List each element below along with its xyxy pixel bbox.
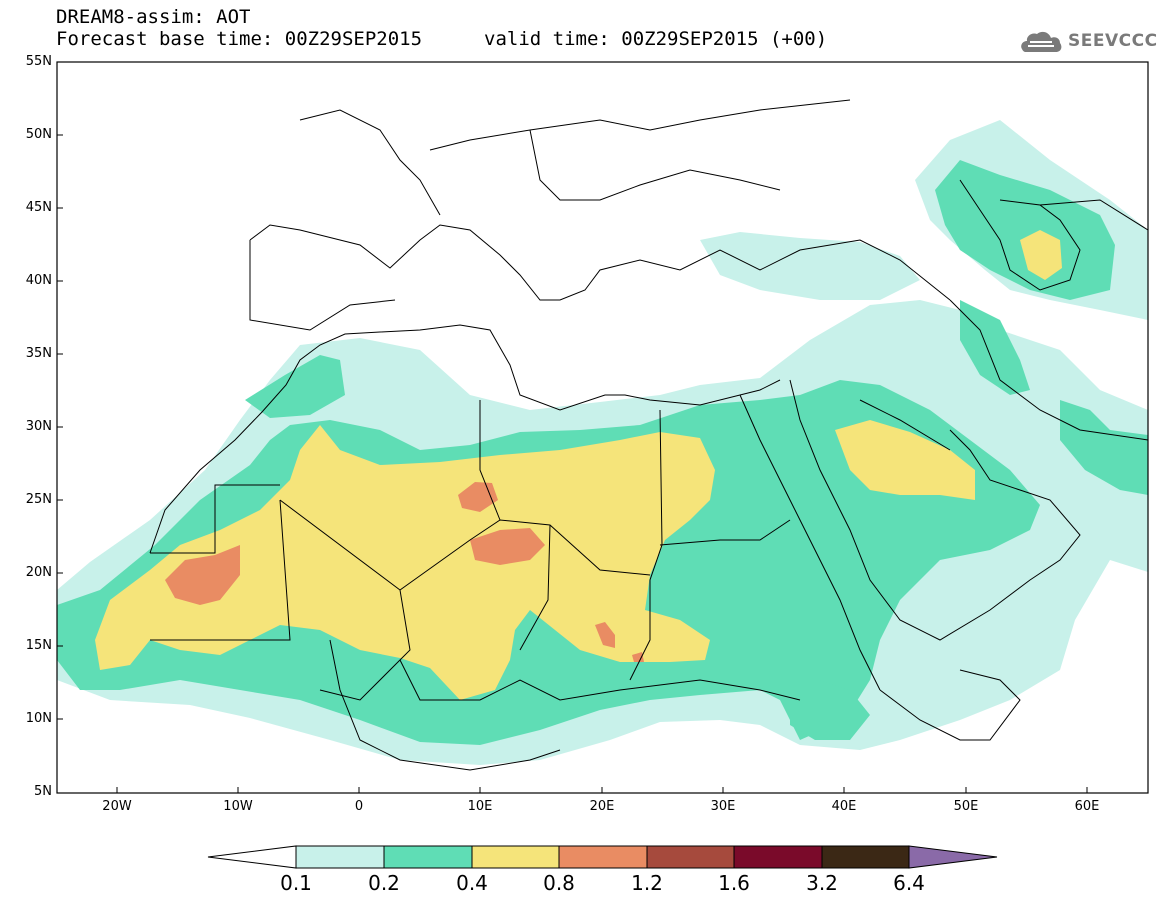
colorbar-swatch <box>733 845 823 869</box>
lat-label: 50N <box>25 127 52 142</box>
lat-label: 35N <box>25 346 52 361</box>
colorbar-label: 0.4 <box>456 871 488 895</box>
lat-label: 5N <box>34 784 52 799</box>
colorbar-label: 0.8 <box>543 871 575 895</box>
valid-time: valid time: 00Z29SEP2015 (+00) <box>484 28 828 50</box>
colorbar-swatch <box>821 845 910 869</box>
lat-label: 45N <box>25 200 52 215</box>
forecast-base-time: Forecast base time: 00Z29SEP2015 <box>56 28 423 50</box>
cloud-icon <box>1021 31 1062 52</box>
seevccc-logo: SEEVCCC <box>1018 24 1158 58</box>
colorbar-label: 0.2 <box>368 871 400 895</box>
lat-label: 55N <box>25 54 52 69</box>
lat-label: 40N <box>25 273 52 288</box>
lat-label: 10N <box>25 711 52 726</box>
lat-label: 20N <box>25 565 52 580</box>
colorbar-swatch <box>383 845 473 869</box>
lon-label: 60E <box>1074 799 1100 814</box>
colorbar-label: 1.6 <box>718 871 750 895</box>
colorbar-label: 6.4 <box>893 871 925 895</box>
country-borders <box>149 99 1149 771</box>
lon-label: 20W <box>102 799 132 814</box>
axis-ticks <box>57 61 1088 793</box>
map-title: DREAM8-assim: AOT <box>56 6 251 28</box>
colorbar-swatch <box>558 845 648 869</box>
colorbar-min-arrow <box>207 845 297 869</box>
logo-text: SEEVCCC <box>1068 31 1158 51</box>
colorbar-swatch <box>646 845 735 869</box>
colorbar-swatch <box>295 845 385 869</box>
colorbar-label: 3.2 <box>806 871 838 895</box>
lon-label: 30E <box>710 799 736 814</box>
colorbar-swatch <box>471 845 560 869</box>
lat-label: 25N <box>25 492 52 507</box>
aot-band-yellow <box>95 230 1062 700</box>
lon-label: 0 <box>354 799 364 814</box>
colorbar <box>207 845 998 869</box>
colorbar-label: 1.2 <box>631 871 663 895</box>
lat-label: 15N <box>25 638 52 653</box>
lat-label: 30N <box>25 419 52 434</box>
lon-label: 20E <box>589 799 615 814</box>
lon-label: 10E <box>467 799 493 814</box>
time-info: Forecast base time: 00Z29SEP2015 valid ti… <box>56 28 827 50</box>
lon-label: 10W <box>223 799 253 814</box>
aot-contours <box>57 120 1148 765</box>
lon-label: 50E <box>953 799 979 814</box>
colorbar-label: 0.1 <box>280 871 312 895</box>
lon-label: 40E <box>831 799 857 814</box>
colorbar-max-arrow <box>908 845 998 869</box>
